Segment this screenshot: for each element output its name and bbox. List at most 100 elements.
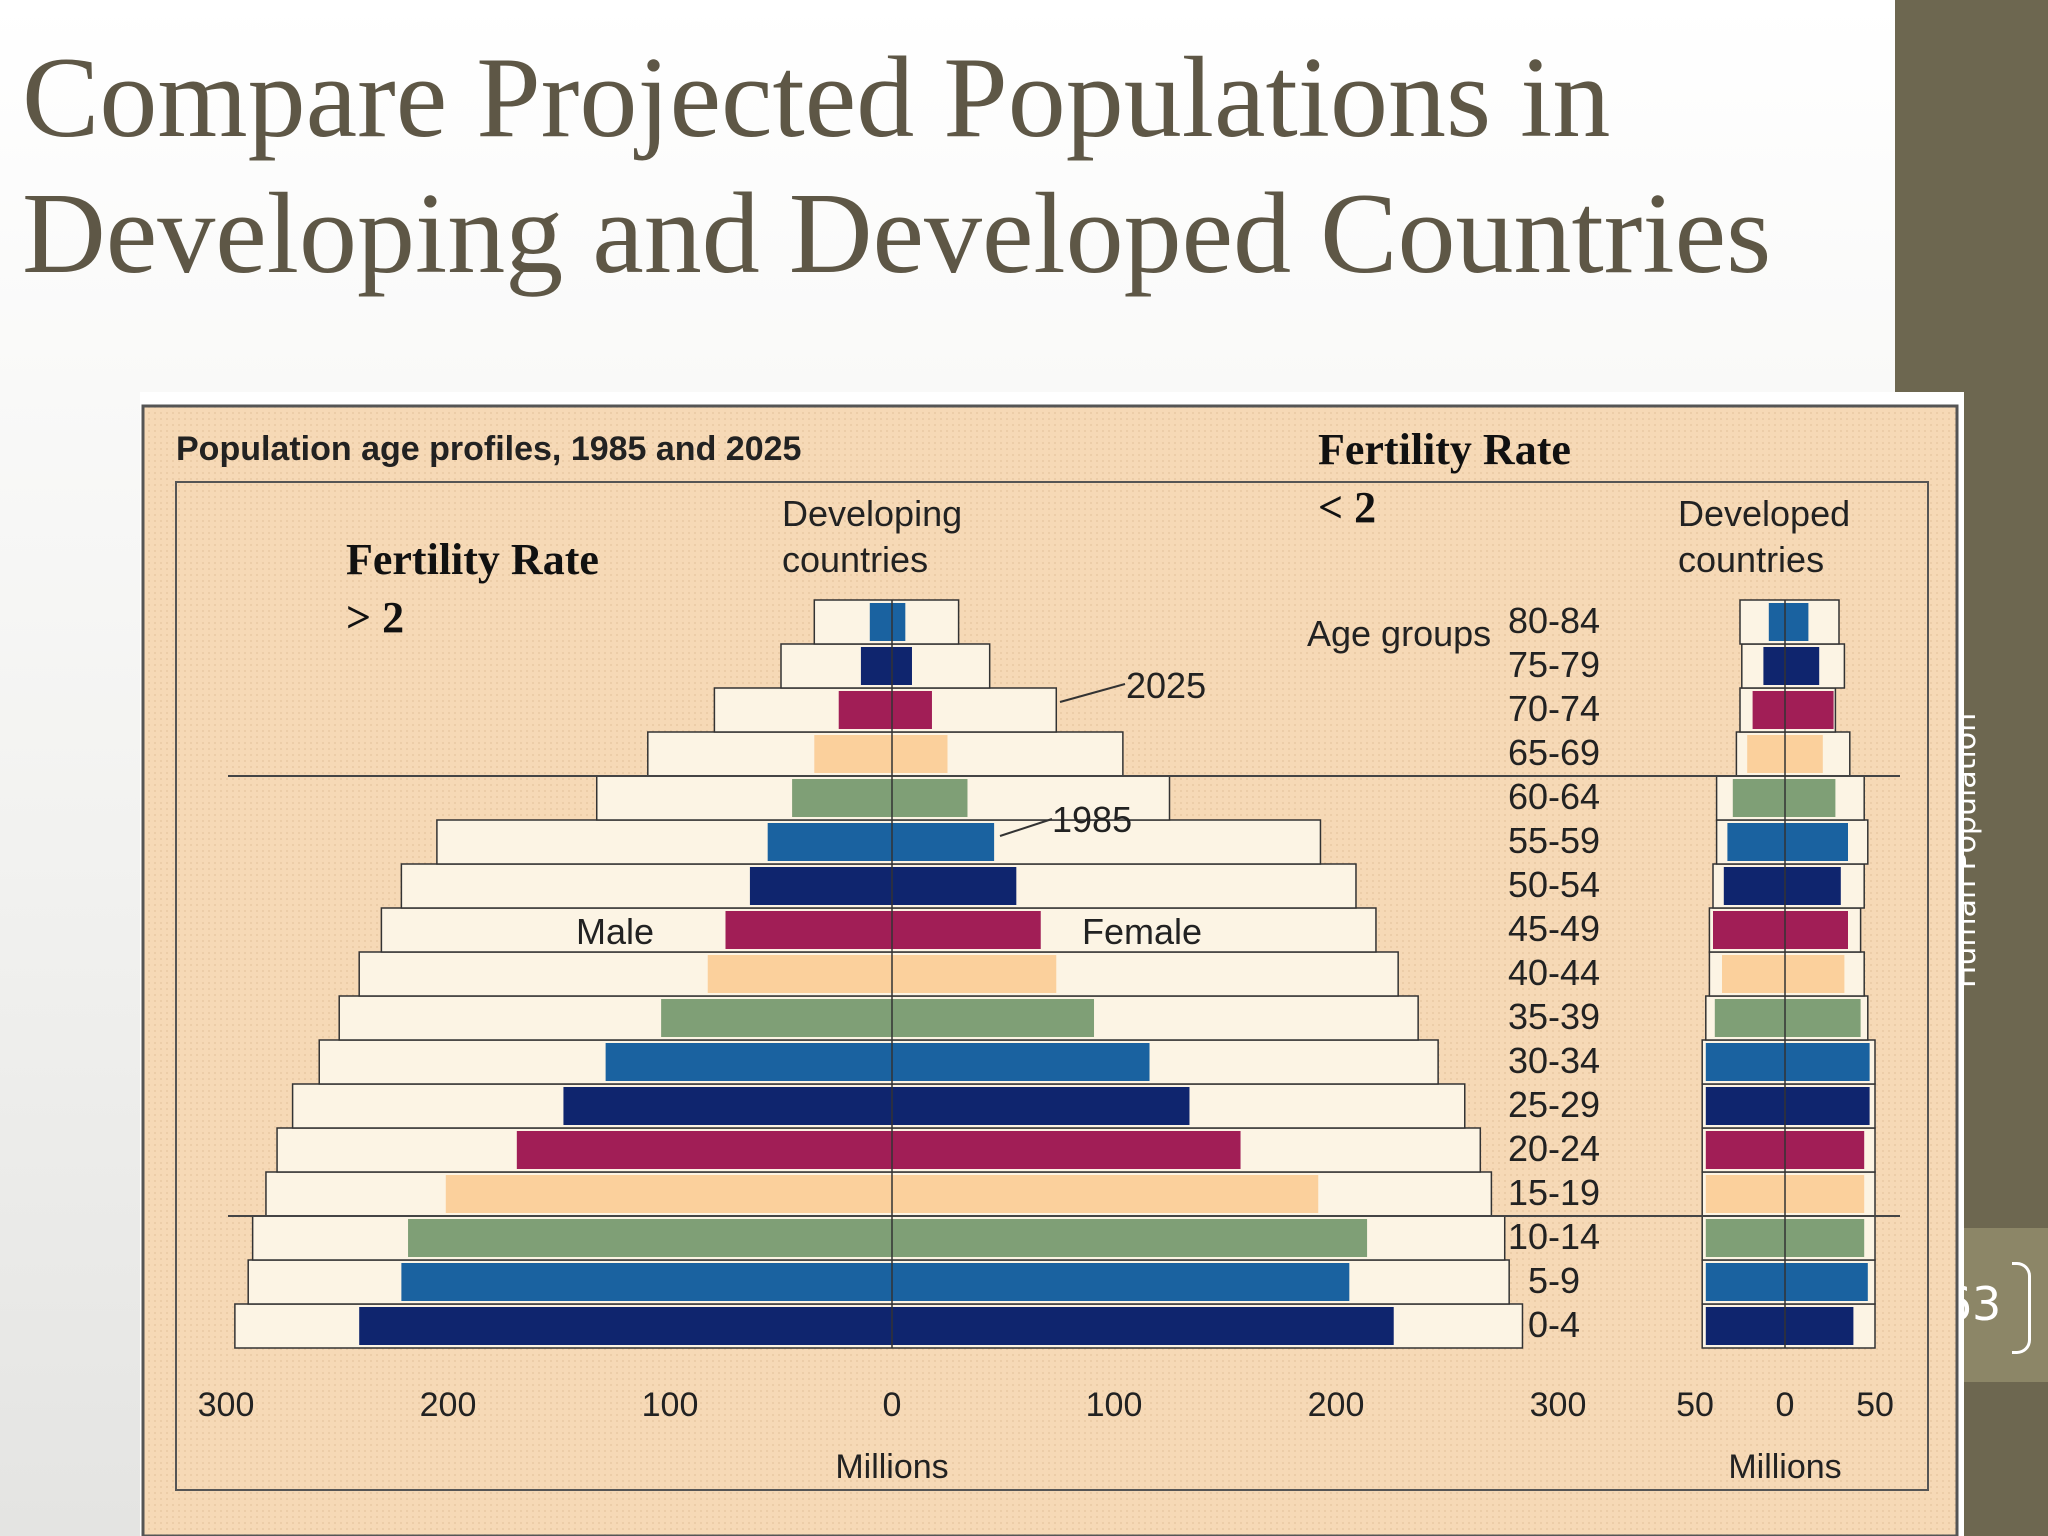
developing-female-1985-55-59 (892, 823, 995, 861)
age-label-5-9: 5-9 (1528, 1260, 1580, 1301)
developing-male-1985-65-69 (814, 735, 892, 773)
developed-male-1985-80-84 (1768, 603, 1785, 641)
developed-female-1985-30-34 (1785, 1043, 1870, 1081)
developing-label-line-2: countries (782, 539, 928, 580)
developed-female-1985-10-14 (1785, 1219, 1865, 1257)
developing-male-1985-40-44 (707, 955, 892, 993)
developing-tick-5: 200 (1308, 1386, 1365, 1424)
age-label-20-24: 20-24 (1508, 1128, 1600, 1169)
developed-female-1985-0-4 (1785, 1307, 1854, 1345)
chart-image-frame: 0-4 5-9 10-14 15-19 20-24 25-29 30-34 35-39 40-4… (140, 392, 1964, 1536)
developed-tick-1: 0 (1776, 1386, 1795, 1424)
developed-female-1985-20-24 (1785, 1131, 1865, 1169)
leader-2025 (1059, 683, 1126, 703)
age-labels: 0-45-910-1415-1920-2425-2930-3435-3940-4… (1508, 600, 1600, 1345)
developing-male-1985-45-49 (725, 911, 892, 949)
developing-male-1985-20-24 (516, 1131, 892, 1169)
developed-male-1985-20-24 (1705, 1131, 1785, 1169)
developing-female-1985-10-14 (892, 1219, 1368, 1257)
developed-male-1985-45-49 (1713, 911, 1785, 949)
developing-female-1985-0-4 (892, 1307, 1394, 1345)
developing-tick-2: 100 (642, 1386, 699, 1424)
developing-male-1985-75-79 (860, 647, 892, 685)
age-label-60-64: 60-64 (1508, 776, 1600, 817)
developing-male-1985-50-54 (749, 867, 892, 905)
fertility-low-label: Fertility Rate (1318, 425, 1571, 474)
male-label: Male (576, 911, 654, 952)
leader-1985 (999, 818, 1053, 837)
developed-female-1985-40-44 (1785, 955, 1845, 993)
developed-male-1985-60-64 (1732, 779, 1785, 817)
developing-male-1985-10-14 (408, 1219, 892, 1257)
age-label-80-84: 80-84 (1508, 600, 1600, 641)
developed-label-line-2: countries (1678, 539, 1824, 580)
age-label-10-14: 10-14 (1508, 1216, 1600, 1257)
age-label-65-69: 65-69 (1508, 732, 1600, 773)
fertility-high-label: Fertility Rate (346, 535, 599, 584)
developing-xlabel: Millions (835, 1448, 948, 1486)
developed-label-line-1: Developed (1678, 493, 1850, 534)
age-label-15-19: 15-19 (1508, 1172, 1600, 1213)
developing-label-line-1: Developing (782, 493, 962, 534)
age-groups-label: Age groups (1307, 613, 1491, 654)
developed-male-1985-30-34 (1705, 1043, 1785, 1081)
bars-1985 (359, 603, 1870, 1345)
developing-female-1985-25-29 (892, 1087, 1190, 1125)
label-1985: 1985 (1052, 799, 1132, 840)
developing-tick-1: 200 (420, 1386, 477, 1424)
developing-female-1985-65-69 (892, 735, 948, 773)
age-label-70-74: 70-74 (1508, 688, 1600, 729)
developed-male-1985-5-9 (1705, 1263, 1785, 1301)
developing-male-1985-60-64 (792, 779, 892, 817)
developing-tick-4: 100 (1086, 1386, 1143, 1424)
developed-male-1985-50-54 (1723, 867, 1785, 905)
developing-male-1985-0-4 (359, 1307, 892, 1345)
axes (891, 600, 1786, 1348)
developing-tick-0: 300 (198, 1386, 255, 1424)
page-bracket-right (2012, 1262, 2031, 1354)
developed-female-1985-35-39 (1785, 999, 1861, 1037)
developed-female-1985-50-54 (1785, 867, 1841, 905)
age-label-25-29: 25-29 (1508, 1084, 1600, 1125)
developed-female-1985-45-49 (1785, 911, 1848, 949)
developing-female-1985-50-54 (892, 867, 1017, 905)
chart-plot-frame (175, 481, 1929, 1491)
developed-female-1985-75-79 (1785, 647, 1820, 685)
developed-male-1985-0-4 (1705, 1307, 1785, 1345)
age-label-55-59: 55-59 (1508, 820, 1600, 861)
age-label-45-49: 45-49 (1508, 908, 1600, 949)
developing-male-1985-35-39 (661, 999, 892, 1037)
chart-title: Population age profiles, 1985 and 2025 (176, 430, 801, 468)
slide-title-line-2: Developing and Developed Countries (22, 170, 1772, 298)
developed-tick-2: 50 (1856, 1386, 1894, 1424)
developed-male-1985-75-79 (1763, 647, 1785, 685)
developed-female-1985-70-74 (1785, 691, 1834, 729)
developed-male-1985-70-74 (1752, 691, 1785, 729)
developed-male-1985-15-19 (1705, 1175, 1785, 1213)
age-label-75-79: 75-79 (1508, 644, 1600, 685)
developing-female-1985-75-79 (892, 647, 912, 685)
developed-male-1985-35-39 (1714, 999, 1785, 1037)
developing-male-1985-70-74 (838, 691, 892, 729)
developing-female-1985-60-64 (892, 779, 968, 817)
developed-female-1985-65-69 (1785, 735, 1823, 773)
developing-female-1985-5-9 (892, 1263, 1350, 1301)
developed-female-1985-55-59 (1785, 823, 1848, 861)
developed-male-1985-65-69 (1747, 735, 1785, 773)
developed-male-1985-25-29 (1705, 1087, 1785, 1125)
developed-male-1985-10-14 (1705, 1219, 1785, 1257)
age-label-30-34: 30-34 (1508, 1040, 1600, 1081)
developed-female-1985-15-19 (1785, 1175, 1865, 1213)
developing-male-1985-15-19 (445, 1175, 892, 1213)
developing-female-1985-15-19 (892, 1175, 1319, 1213)
developing-female-1985-20-24 (892, 1131, 1241, 1169)
developed-xlabel: Millions (1728, 1448, 1841, 1486)
developed-male-1985-55-59 (1727, 823, 1785, 861)
developing-female-1985-70-74 (892, 691, 932, 729)
age-label-40-44: 40-44 (1508, 952, 1600, 993)
developing-female-1985-80-84 (892, 603, 906, 641)
developing-tick-6: 300 (1530, 1386, 1587, 1424)
developed-female-1985-60-64 (1785, 779, 1836, 817)
fertility-low-value: < 2 (1318, 483, 1376, 532)
fertility-high-value: > 2 (346, 593, 404, 642)
